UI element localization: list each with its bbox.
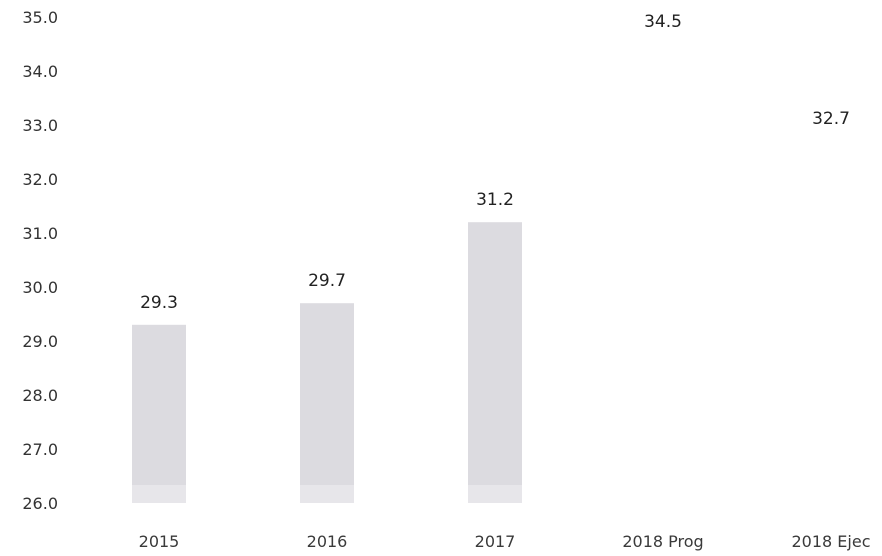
y-tick-label: 30.0 — [22, 278, 58, 297]
bars — [132, 222, 522, 503]
bar-2016 — [300, 303, 354, 503]
bar-2017 — [468, 222, 522, 503]
x-tick-label: 2016 — [307, 532, 348, 551]
value-labels: 29.3 29.7 31.2 34.5 32.7 — [140, 12, 850, 313]
y-tick-label: 35.0 — [22, 8, 58, 27]
x-tick-label: 2018 Prog — [622, 532, 703, 551]
y-tick-label: 34.0 — [22, 62, 58, 81]
data-label: 29.3 — [140, 293, 178, 313]
data-label: 34.5 — [644, 12, 682, 32]
bar-base-band — [468, 485, 522, 503]
x-tick-label: 2017 — [475, 532, 516, 551]
y-tick-label: 32.0 — [22, 170, 58, 189]
data-label: 32.7 — [812, 109, 850, 129]
bar-base-band — [132, 485, 186, 503]
bar-base-band — [300, 485, 354, 503]
data-label: 31.2 — [476, 190, 514, 210]
y-axis: 35.0 34.0 33.0 32.0 31.0 30.0 29.0 28.0 27.0 26.0 — [22, 8, 58, 513]
y-tick-label: 31.0 — [22, 224, 58, 243]
x-axis: 2015 2016 2017 2018 Prog 2018 Ejec — [139, 532, 871, 551]
bar-2015 — [132, 324, 186, 503]
y-tick-label: 28.0 — [22, 386, 58, 405]
y-tick-label: 27.0 — [22, 440, 58, 459]
x-tick-label: 2018 Ejec — [792, 532, 871, 551]
x-tick-label: 2015 — [139, 532, 180, 551]
y-tick-label: 33.0 — [22, 116, 58, 135]
y-tick-label: 29.0 — [22, 332, 58, 351]
y-tick-label: 26.0 — [22, 494, 58, 513]
data-label: 29.7 — [308, 271, 346, 291]
